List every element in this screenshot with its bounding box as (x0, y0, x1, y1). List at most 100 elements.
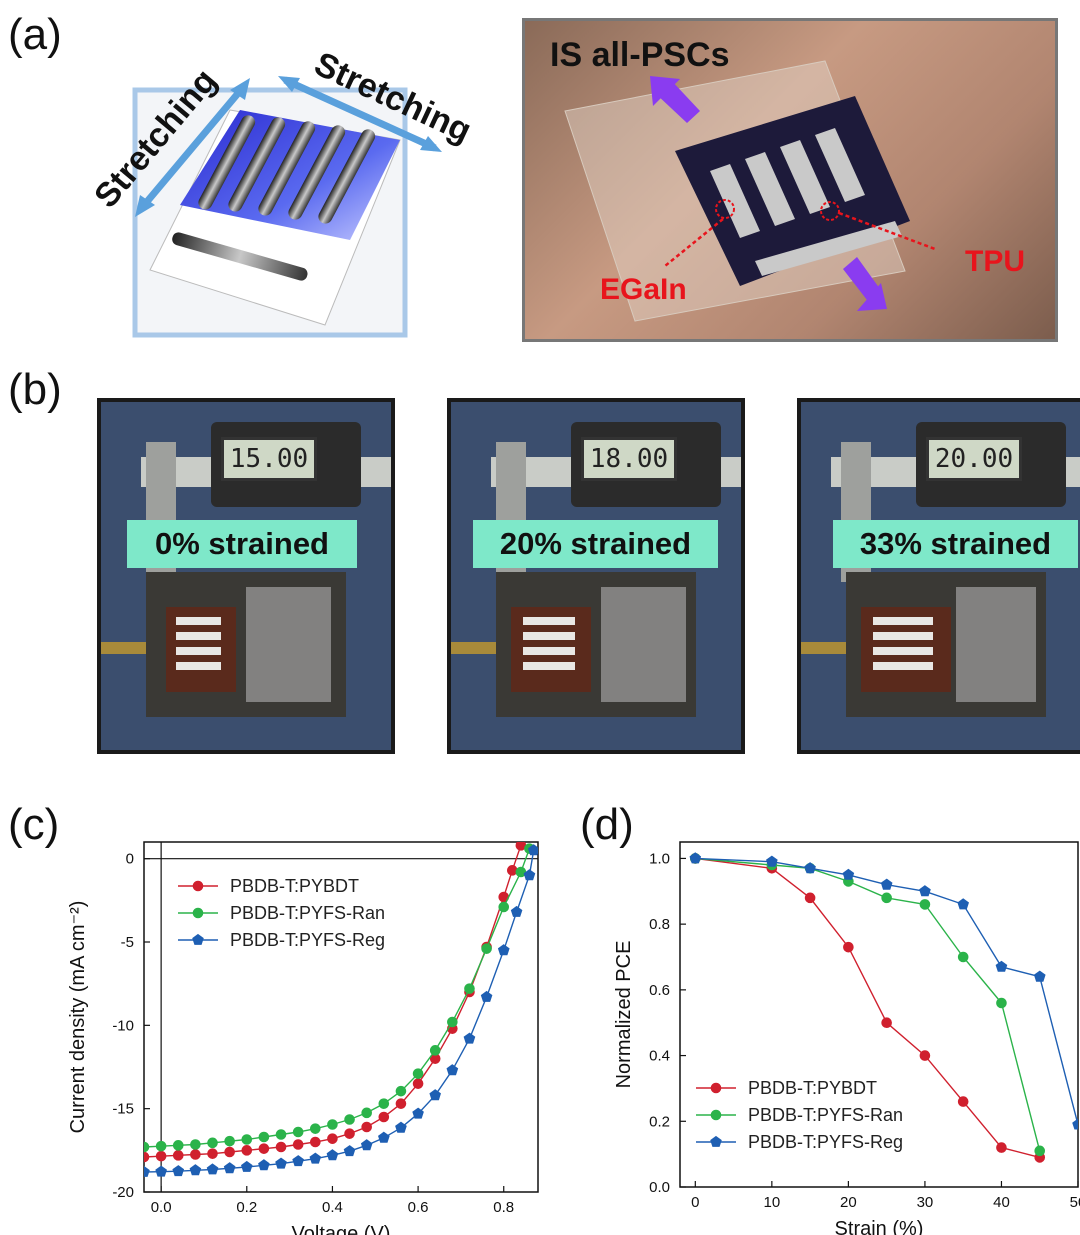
data-point (144, 1151, 150, 1163)
data-point (689, 852, 702, 864)
y-tick-label: -10 (112, 1017, 134, 1034)
data-point (996, 1142, 1007, 1153)
data-point (241, 1134, 253, 1145)
tpu-pointer (838, 211, 936, 251)
data-point (309, 1152, 322, 1164)
plot-frame (143, 841, 539, 1193)
data-point (957, 1096, 969, 1107)
data-point (395, 1121, 407, 1133)
data-point (190, 1149, 201, 1160)
data-point (241, 1160, 253, 1172)
egain-electrodes (710, 128, 902, 276)
sample-electrodes (523, 617, 575, 670)
jv-curve-chart: 0.0 0.2 0.4 0.6 0.8 0 -5 -10 -15 -20 Voltage (V) Cu… (67, 841, 539, 1235)
x-tick-label: 20 (840, 1194, 857, 1211)
electrode-rods (172, 115, 376, 281)
y-tick-label: 0.6 (649, 982, 670, 999)
legend-marker (192, 933, 204, 945)
y-tick-label: 0.4 (649, 1048, 670, 1065)
purple-arrow-down (843, 257, 880, 300)
data-point (275, 1141, 287, 1153)
data-point (292, 1155, 304, 1167)
data-point (378, 1131, 390, 1143)
egain-marker (715, 199, 735, 219)
stretch-arrow-left-head-b (135, 195, 155, 217)
data-point (463, 1032, 476, 1044)
data-point (361, 1121, 372, 1133)
data-point (241, 1145, 253, 1156)
data-point (881, 1017, 892, 1029)
x-tick-label: 30 (917, 1194, 934, 1211)
pce-strain-chart: 0 10 20 30 40 50 0.0 0.2 0.4 0.6 0.8 1.0 Strain (%) N… (613, 841, 1080, 1235)
data-point (881, 892, 892, 904)
data-point (361, 1107, 372, 1119)
legend-marker (192, 880, 204, 892)
data-point (378, 1098, 390, 1109)
panel-label-a: (a) (8, 10, 62, 59)
data-point (919, 1050, 931, 1061)
data-point (172, 1165, 185, 1177)
stretch-arrow-right-head-b (420, 136, 442, 152)
data-point (275, 1129, 287, 1140)
data-point (515, 866, 527, 878)
stretching-schematic: Stretching Stretching (87, 45, 477, 338)
data-point (258, 1131, 270, 1143)
x-tick-label: 0.2 (236, 1199, 257, 1216)
series-blue (144, 844, 538, 1177)
y-tick-label: -20 (112, 1184, 134, 1201)
caliper-display-33: 20.00 (926, 437, 1022, 481)
data-point (172, 1140, 184, 1151)
panel-label-b: (b) (8, 365, 62, 414)
stretch-arrow-left (137, 82, 248, 213)
data-point (144, 1165, 150, 1177)
data-point (258, 1143, 270, 1154)
series-blue (689, 852, 1078, 1130)
strain-badge-0: 0% strained (127, 520, 357, 568)
data-point (1034, 1145, 1046, 1157)
data-point (189, 1164, 202, 1176)
stretch-arrow-left-head-a (230, 78, 250, 100)
tpu-label: TPU (965, 245, 1025, 278)
data-point (310, 1123, 321, 1134)
y-tick-label: -5 (121, 934, 134, 951)
stretcher-plate (601, 587, 686, 702)
legend: PBDB-T:PYBDT PBDB-T:PYFS-Ran PBDB-T:PYFS-R… (178, 876, 385, 950)
data-point (498, 901, 510, 913)
y-tick-label: 1.0 (649, 850, 670, 867)
x-tick-label: 0 (691, 1194, 699, 1211)
data-point (378, 1111, 390, 1123)
device-photo-overlay: IS all-PSCs EGaIn TPU (550, 36, 1025, 322)
stretch-arrow-right (283, 76, 437, 152)
plot-frame (679, 841, 1079, 1188)
y-tick-label: 0.0 (649, 1179, 670, 1196)
data-point (207, 1148, 218, 1159)
threaded-rod (801, 642, 846, 654)
data-point (995, 960, 1008, 972)
data-point (429, 1089, 441, 1101)
data-point (190, 1139, 201, 1150)
data-point (310, 1136, 321, 1148)
y-tick-label: -15 (112, 1101, 134, 1118)
data-point (523, 869, 536, 881)
data-point (224, 1146, 235, 1158)
x-tick-label: 50 (1070, 1194, 1080, 1211)
data-point (172, 1150, 184, 1161)
photo-title: IS all-PSCs (550, 36, 730, 74)
data-point (481, 943, 492, 954)
threaded-rod (451, 642, 496, 654)
data-point (464, 983, 475, 994)
data-point (480, 990, 493, 1002)
data-point (258, 1159, 270, 1171)
data-point (766, 855, 778, 867)
legend-marker (710, 1135, 722, 1147)
legend-entry: PBDB-T:PYBDT (230, 876, 359, 896)
legend-marker (192, 907, 204, 919)
data-point (996, 997, 1007, 1009)
data-point (412, 1078, 424, 1089)
purple-arrow-up-head (650, 76, 680, 106)
data-point (1072, 1118, 1078, 1130)
data-point (957, 898, 969, 910)
data-point (343, 1145, 356, 1157)
data-point (344, 1128, 355, 1139)
data-point (206, 1163, 219, 1175)
